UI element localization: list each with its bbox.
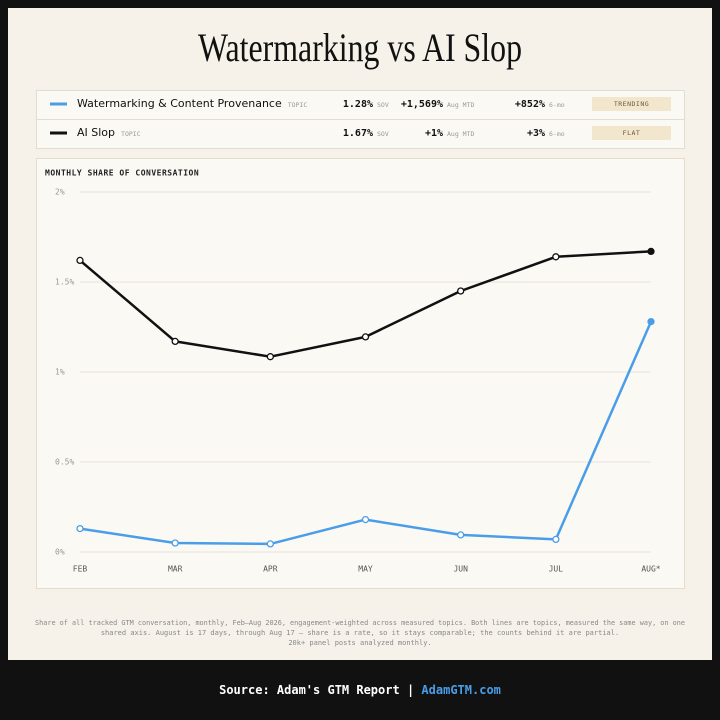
- chart-subtitle: MONTHLY SHARE OF CONVERSATION: [45, 169, 199, 178]
- mtd-unit: Aug MTD: [447, 101, 474, 109]
- y-tick-label: 1.5%: [55, 278, 74, 287]
- x-tick-label: JUL: [549, 565, 564, 574]
- source: Source: Adam's GTM Report: [219, 683, 400, 697]
- y-tick-label: 2%: [55, 188, 65, 197]
- point: [171, 337, 179, 346]
- chart-box: [36, 158, 685, 589]
- x-tick-label: AUG*: [641, 565, 660, 574]
- x-tick-label: MAR: [168, 565, 183, 574]
- point: [457, 531, 465, 539]
- chart-title: Watermarking vs AI Slop: [198, 25, 522, 70]
- y-tick-label: 1%: [55, 368, 65, 377]
- share-unit: SOV: [377, 130, 389, 138]
- x-tick-label: MAY: [358, 565, 373, 574]
- six-month: +3%: [527, 128, 545, 139]
- share: 1.28%: [343, 99, 373, 110]
- point: [647, 247, 655, 256]
- status-badge: [592, 126, 671, 140]
- footnote: Share of all tracked GTM conversation, m…: [35, 619, 685, 627]
- point: [552, 535, 560, 544]
- legend-name: AI Slop: [77, 126, 115, 139]
- point: [361, 515, 370, 524]
- point: [76, 256, 84, 265]
- point: [457, 287, 465, 295]
- x-tick-label: FEB: [73, 565, 88, 574]
- share-unit: SOV: [377, 101, 389, 109]
- footnote: shared axis. August is 17 days, through …: [101, 629, 619, 637]
- point: [552, 253, 560, 261]
- status-badge: [592, 97, 671, 111]
- point: [361, 333, 370, 341]
- legend-kind: TOPIC: [288, 101, 308, 109]
- mtd: +1,569%: [401, 99, 443, 110]
- source-link[interactable]: AdamGTM.com: [421, 683, 500, 697]
- share: 1.67%: [343, 128, 373, 139]
- footnote: 20k+ panel posts analyzed monthly.: [288, 639, 431, 647]
- point: [647, 317, 655, 326]
- y-tick-label: 0.5%: [55, 458, 74, 467]
- legend-kind: TOPIC: [121, 130, 141, 138]
- mtd: +1%: [425, 128, 443, 139]
- source-line: Source: Adam's GTM Report | AdamGTM.com: [219, 683, 501, 697]
- separator: |: [407, 683, 414, 697]
- point: [266, 353, 274, 361]
- y-tick-label: 0%: [55, 548, 65, 557]
- point: [266, 540, 274, 548]
- six-month-unit: 6-mo: [549, 130, 565, 138]
- legend-name: Watermarking & Content Provenance: [77, 97, 282, 110]
- status: TRENDING: [614, 100, 649, 108]
- six-month-unit: 6-mo: [549, 101, 565, 109]
- x-tick-label: JUN: [453, 565, 468, 574]
- mtd-unit: Aug MTD: [447, 130, 474, 138]
- six-month: +852%: [515, 99, 545, 110]
- point: [76, 524, 84, 533]
- x-tick-label: APR: [263, 565, 278, 574]
- point: [171, 539, 179, 547]
- status: FLAT: [623, 129, 641, 137]
